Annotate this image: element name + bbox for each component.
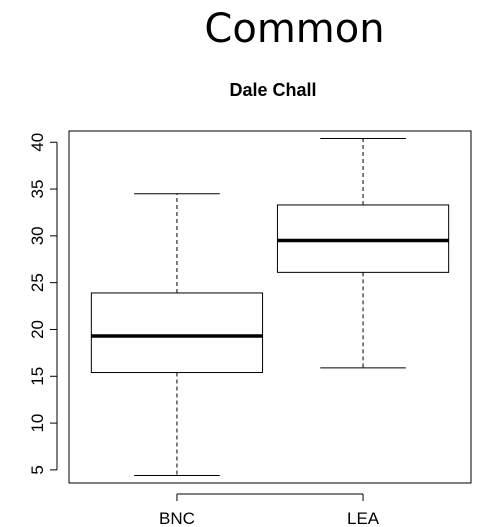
y-tick-label: 25 [28, 273, 47, 292]
iqr-box [90, 292, 264, 374]
y-axis: 5 10 15 20 25 30 35 40 [28, 133, 58, 475]
boxes [90, 137, 450, 477]
y-tick-label: 5 [28, 465, 47, 474]
y-tick-label: 15 [28, 367, 47, 386]
y-tick-label: 30 [28, 226, 47, 245]
iqr-box [276, 204, 450, 273]
chart-title: Dale Chall [229, 80, 316, 100]
x-tick-label: LEA [347, 509, 380, 527]
plot-frame [68, 130, 472, 484]
x-axis: BNC LEA [159, 493, 380, 527]
y-tick-label: 20 [28, 320, 47, 339]
y-tick-label: 40 [28, 133, 47, 152]
x-tick-label: BNC [159, 509, 195, 527]
y-tick-label: 10 [28, 414, 47, 433]
y-tick-label: 35 [28, 180, 47, 199]
page-heading: Common [204, 6, 385, 52]
